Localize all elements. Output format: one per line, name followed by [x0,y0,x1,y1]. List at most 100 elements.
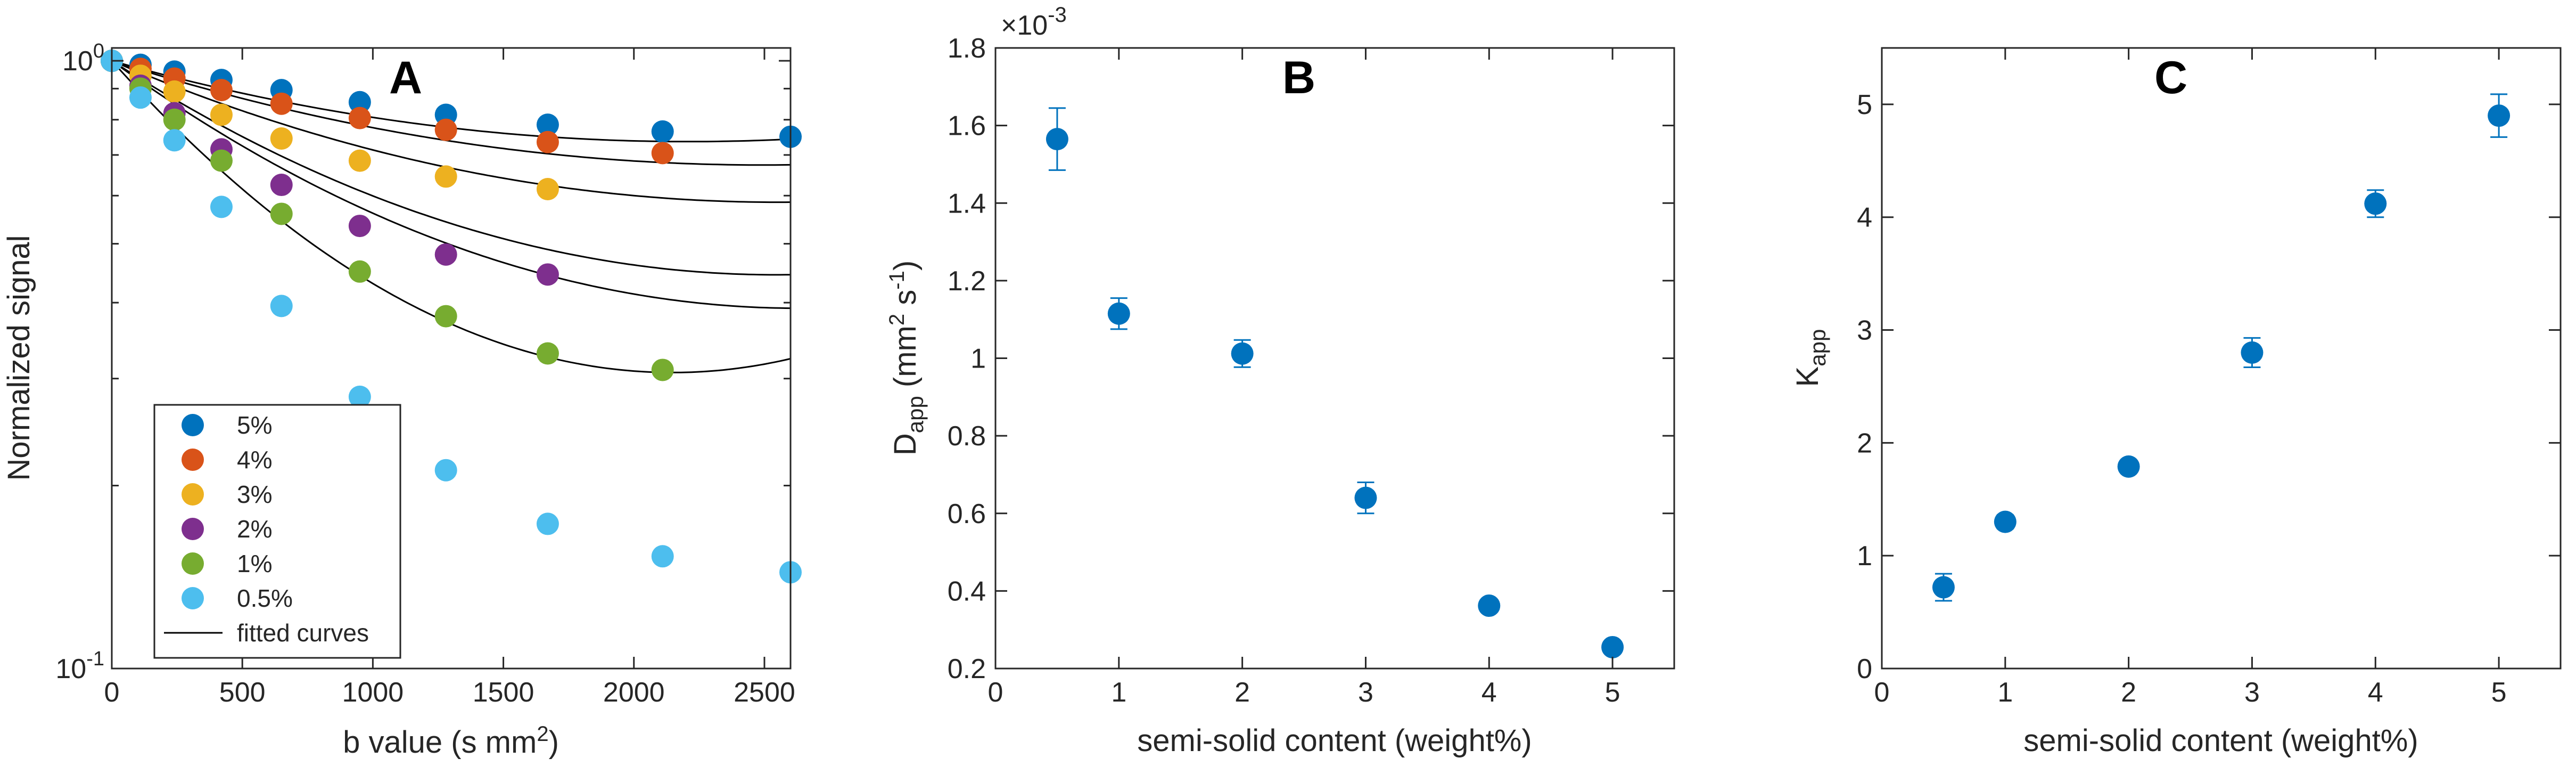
x-tick-label: 2 [1234,677,1250,708]
data-point [1994,510,2017,533]
panel-b-x-axis-label: semi-solid content (weight%) [1137,723,1532,758]
x-tick-label: 5 [2491,677,2507,708]
data-point [2364,192,2387,215]
data-point [434,305,457,328]
data-point [348,260,371,283]
y-tick-label: 0.8 [948,421,986,452]
data-point [163,129,186,152]
data-point [434,118,457,141]
panel-a-label: A [389,52,422,103]
y-tick-label: 1.6 [948,111,986,142]
panel-b-points [1046,107,1624,658]
y-tick-label: 1 [1857,541,1872,572]
data-point [270,174,293,197]
x-tick-label: 2500 [734,677,795,708]
data-point [2241,341,2264,364]
panel-a-legend: 5% 4% 3% 2% 1% 0.5% fitted curves [153,404,401,659]
x-tick-label: 2000 [603,677,665,708]
data-point [1231,342,1254,365]
data-point [270,202,293,225]
panel-c: 0 1 2 3 4 5 0 1 2 3 4 5 C semi-solid content (weig… [1790,47,2562,758]
x-tick-label: 3 [2244,677,2260,708]
panel-a-axes-box [111,47,792,670]
panel-c-y-ticks: 0 1 2 3 4 5 [1857,89,2561,684]
panel-a-y-axis-label: Normalized signal [2,235,36,481]
y-tick-label: 10-1 [55,648,104,684]
y-tick-label: 3 [1857,315,1872,346]
data-point [163,108,186,131]
legend-marker [182,552,204,575]
data-point [434,165,457,188]
data-point [348,91,371,113]
data-point [270,127,293,150]
data-point [210,79,233,102]
x-tick-label: 2 [2121,677,2136,708]
data-point [348,385,371,408]
legend-label: 4% [237,446,272,474]
data-point [1046,128,1068,151]
panel-b-y-axis-label: Dapp (mm2 s-1) [885,260,928,455]
data-point [536,131,559,153]
y-tick-label: 1.8 [948,33,986,64]
data-point [348,149,371,172]
data-point [536,178,559,201]
x-tick-label: 1 [1111,677,1126,708]
data-point [270,92,293,115]
panel-b-scale-factor: ×10-3 [1001,3,1067,41]
x-tick-label: 4 [1482,677,1497,708]
x-tick-label: 1 [1997,677,2013,708]
data-point [536,512,559,535]
data-point [651,358,674,381]
data-point [1354,486,1377,509]
y-tick-label: 0.6 [948,499,986,529]
y-tick-label: 2 [1857,428,1872,459]
legend-label: fitted curves [237,619,369,647]
data-point [536,263,559,286]
data-point [348,215,371,238]
panel-b: 0 1 2 3 4 5 0.2 0.4 0.6 0.8 1 1.2 1.4 1.6 1.8 B ×10-3… [885,3,1675,758]
y-tick-label: 4 [1857,202,1872,233]
data-point [210,149,233,172]
data-point [1107,302,1130,325]
data-point [2117,455,2140,478]
panel-b-axes-box [994,47,1675,670]
legend-marker [182,587,204,609]
data-point [210,195,233,218]
panel-c-y-axis-label: Kapp [1790,329,1830,387]
y-tick-label: 5 [1857,89,1872,120]
data-point [651,545,674,568]
panel-c-label: C [2154,52,2187,103]
panel-a-x-ticks: 0 500 1000 1500 2000 2500 [104,48,795,708]
panel-c-axes-box [1881,47,2562,670]
legend-label: 0.5% [237,584,293,612]
data-point [651,120,674,143]
legend-marker [182,483,204,506]
panel-c-points [1932,93,2511,602]
data-point [651,142,674,165]
x-tick-label: 4 [2368,677,2383,708]
x-tick-label: 0 [988,677,1003,708]
fit-curve [111,60,791,276]
legend-label: 5% [237,411,272,439]
panel-a-y-ticks: 100 10-1 [55,40,791,684]
y-tick-label: 1 [970,344,986,374]
panel-b-label: B [1282,52,1315,103]
legend-marker [182,449,204,471]
data-point [2488,104,2511,127]
data-point [270,295,293,317]
data-point [434,243,457,266]
y-tick-label: 0.4 [948,576,986,607]
legend-marker [182,414,204,436]
panel-b-x-ticks: 0 1 2 3 4 5 [988,48,1620,708]
data-point [1932,576,1955,599]
x-tick-label: 0 [1874,677,1890,708]
panel-b-y-ticks: 0.2 0.4 0.6 0.8 1 1.2 1.4 1.6 1.8 [948,33,1674,684]
panel-c-x-ticks: 0 1 2 3 4 5 [1874,48,2507,708]
y-tick-label: 1.2 [948,266,986,297]
legend-label: 3% [237,480,272,508]
data-point [210,103,233,126]
x-tick-label: 5 [1605,677,1620,708]
x-tick-label: 1000 [342,677,404,708]
x-tick-label: 1500 [473,677,534,708]
